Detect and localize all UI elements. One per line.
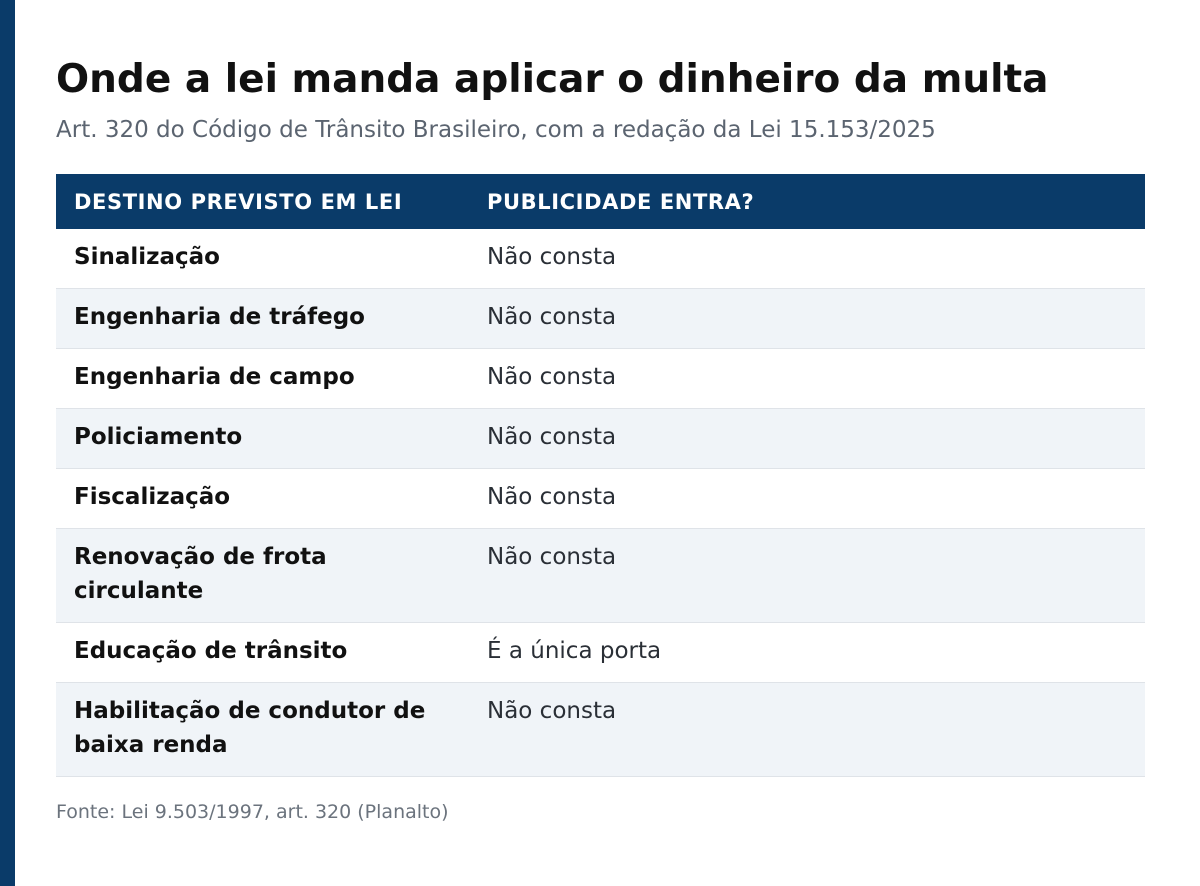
destino-cell: Sinalização: [56, 229, 469, 289]
table-row: Policiamento Não consta: [56, 408, 1145, 469]
publicidade-cell: É a única porta: [469, 622, 1145, 683]
destino-cell: Policiamento: [56, 408, 469, 469]
table-row: Sinalização Não consta: [56, 229, 1145, 289]
publicidade-cell: Não consta: [469, 682, 1145, 777]
table-row: Educação de trânsito É a única porta: [56, 622, 1145, 683]
publicidade-cell: Não consta: [469, 348, 1145, 409]
page-subtitle: Art. 320 do Código de Trânsito Brasileir…: [56, 117, 936, 143]
table-row: Habilitação de condutor de baixa renda N…: [56, 682, 1145, 777]
publicidade-cell: Não consta: [469, 528, 1145, 623]
destinations-table: DESTINO PREVISTO EM LEI PUBLICIDADE ENTR…: [56, 174, 1145, 777]
column-header-publicidade: PUBLICIDADE ENTRA?: [487, 189, 755, 214]
destino-cell: Fiscalização: [56, 468, 469, 529]
accent-bar: [0, 0, 15, 886]
publicidade-cell: Não consta: [469, 229, 1145, 289]
destino-cell: Habilitação de condutor de baixa renda: [56, 682, 469, 777]
table-row: Engenharia de campo Não consta: [56, 348, 1145, 409]
table-header-row: DESTINO PREVISTO EM LEI PUBLICIDADE ENTR…: [56, 174, 1145, 229]
table-row: Renovação de frota circulante Não consta: [56, 528, 1145, 623]
destino-cell: Renovação de frota circulante: [56, 528, 469, 623]
destino-cell: Engenharia de tráfego: [56, 288, 469, 349]
publicidade-cell: Não consta: [469, 408, 1145, 469]
destino-cell: Engenharia de campo: [56, 348, 469, 409]
column-header-destino: DESTINO PREVISTO EM LEI: [74, 189, 403, 214]
destino-cell: Educação de trânsito: [56, 622, 469, 683]
source-note: Fonte: Lei 9.503/1997, art. 320 (Planalt…: [56, 801, 449, 823]
page-title: Onde a lei manda aplicar o dinheiro da m…: [56, 57, 1049, 102]
table-row: Fiscalização Não consta: [56, 468, 1145, 529]
publicidade-cell: Não consta: [469, 288, 1145, 349]
publicidade-cell: Não consta: [469, 468, 1145, 529]
table-row: Engenharia de tráfego Não consta: [56, 288, 1145, 349]
